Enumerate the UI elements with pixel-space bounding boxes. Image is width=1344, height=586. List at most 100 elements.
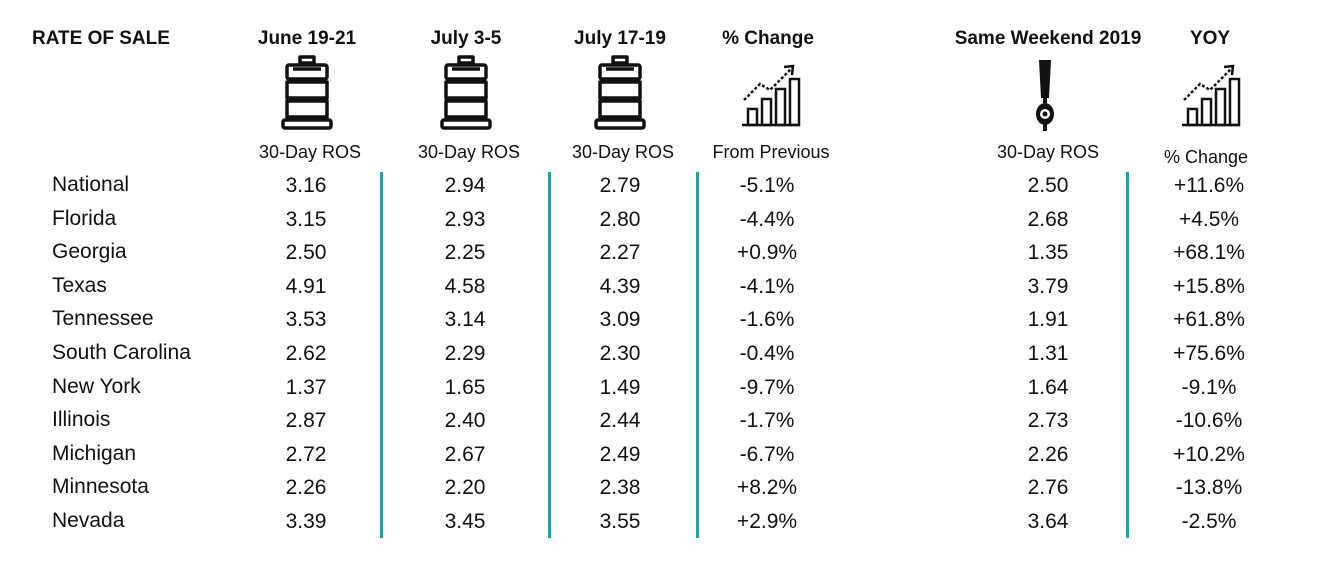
- table-cell: 2.62: [285, 342, 327, 365]
- table-cell: +11.6%: [1173, 174, 1245, 197]
- table-cell: +10.2%: [1173, 443, 1245, 466]
- row-label: New York: [52, 375, 141, 398]
- table-cell: -5.1%: [739, 174, 795, 197]
- row-label: National: [52, 173, 130, 196]
- table-cell: -9.7%: [739, 376, 795, 399]
- table-cell: 2.26: [285, 476, 327, 499]
- table-cell: 4.91: [285, 275, 327, 298]
- header-percent-change: % Change: [722, 28, 814, 49]
- table-cell: 3.55: [599, 510, 641, 533]
- table-cell: -2.5%: [1181, 510, 1237, 533]
- table-cell: 2.94: [444, 174, 486, 197]
- subheader-same-weekend-ros: 30-Day ROS: [996, 142, 1100, 162]
- column-divider: [696, 172, 699, 538]
- table-cell: 4.58: [444, 275, 486, 298]
- table-cell: -1.6%: [739, 308, 795, 331]
- table-cell: 3.14: [444, 308, 486, 331]
- table-cell: 3.15: [285, 208, 327, 231]
- table-cell: -13.8%: [1175, 476, 1243, 499]
- table-cell: 1.65: [444, 376, 486, 399]
- header-june-19-21: June 19-21: [257, 28, 357, 49]
- column-divider: [1126, 172, 1129, 538]
- header-july-17-19: July 17-19: [574, 28, 666, 49]
- table-cell: 2.27: [599, 241, 641, 264]
- table-cell: -9.1%: [1181, 376, 1237, 399]
- column-divider: [548, 172, 551, 538]
- table-cell: 2.30: [599, 342, 641, 365]
- row-label: Tennessee: [52, 307, 154, 330]
- table-cell: -4.1%: [739, 275, 795, 298]
- table-cell: 2.40: [444, 409, 486, 432]
- table-cell: 3.39: [285, 510, 327, 533]
- table-cell: 2.76: [1027, 476, 1069, 499]
- row-label: Florida: [52, 207, 117, 230]
- beer-tap-icon: [1036, 60, 1054, 131]
- table-cell: 2.38: [599, 476, 641, 499]
- subheader-june-19-21: 30-Day ROS: [258, 142, 362, 162]
- header-july-3-5: July 3-5: [430, 28, 502, 49]
- table-cell: 2.44: [599, 409, 641, 432]
- table-cell: 2.73: [1027, 409, 1069, 432]
- subheader-from-previous: From Previous: [712, 142, 830, 162]
- table-cell: 4.39: [599, 275, 641, 298]
- keg-icon: [281, 55, 333, 130]
- table-cell: 2.93: [444, 208, 486, 231]
- table-cell: 1.91: [1027, 308, 1069, 331]
- table-cell: 2.20: [444, 476, 486, 499]
- column-divider: [380, 172, 383, 538]
- table-cell: 2.79: [599, 174, 641, 197]
- table-cell: 2.67: [444, 443, 486, 466]
- row-label: Nevada: [52, 509, 125, 532]
- table-cell: +0.9%: [736, 241, 798, 264]
- keg-icon: [594, 55, 646, 130]
- subheader-july-3-5: 30-Day ROS: [417, 142, 521, 162]
- table-cell: -6.7%: [739, 443, 795, 466]
- growth-chart-icon: [1182, 64, 1241, 127]
- row-label: Minnesota: [52, 475, 149, 498]
- table-cell: 3.64: [1027, 510, 1069, 533]
- subheader-yoy-percent-change: % Change: [1163, 147, 1249, 167]
- row-label: Michigan: [52, 442, 137, 465]
- table-cell: +68.1%: [1173, 241, 1245, 264]
- header-yoy: YOY: [1189, 28, 1231, 49]
- table-cell: -10.6%: [1175, 409, 1243, 432]
- header-same-weekend-2019: Same Weekend 2019: [954, 28, 1142, 49]
- row-label: Texas: [52, 274, 107, 297]
- table-cell: +4.5%: [1178, 208, 1240, 231]
- table-cell: 3.09: [599, 308, 641, 331]
- table-cell: +2.9%: [736, 510, 798, 533]
- table-cell: 2.29: [444, 342, 486, 365]
- table-cell: 1.37: [285, 376, 327, 399]
- row-label: Illinois: [52, 408, 111, 431]
- table-cell: +8.2%: [736, 476, 798, 499]
- table-cell: +15.8%: [1173, 275, 1245, 298]
- table-cell: 3.79: [1027, 275, 1069, 298]
- table-cell: 1.31: [1027, 342, 1069, 365]
- table-cell: 2.50: [285, 241, 327, 264]
- table-cell: 1.64: [1027, 376, 1069, 399]
- table-cell: 2.50: [1027, 174, 1069, 197]
- table-cell: -0.4%: [739, 342, 795, 365]
- row-label: Georgia: [52, 240, 127, 263]
- table-cell: 3.45: [444, 510, 486, 533]
- table-cell: +61.8%: [1173, 308, 1245, 331]
- rate-of-sale-title: RATE OF SALE: [32, 28, 170, 49]
- table-cell: 3.53: [285, 308, 327, 331]
- table-cell: 2.49: [599, 443, 641, 466]
- table-cell: +75.6%: [1173, 342, 1245, 365]
- table-cell: 2.72: [285, 443, 327, 466]
- row-label: South Carolina: [52, 341, 191, 364]
- table-cell: 2.26: [1027, 443, 1069, 466]
- table-cell: 2.87: [285, 409, 327, 432]
- table-cell: 3.16: [285, 174, 327, 197]
- table-cell: 2.80: [599, 208, 641, 231]
- keg-icon: [440, 55, 492, 130]
- growth-chart-icon: [742, 64, 801, 127]
- table-cell: 2.68: [1027, 208, 1069, 231]
- table-cell: 2.25: [444, 241, 486, 264]
- subheader-july-17-19: 30-Day ROS: [571, 142, 675, 162]
- table-cell: 1.49: [599, 376, 641, 399]
- table-cell: 1.35: [1027, 241, 1069, 264]
- table-cell: -1.7%: [739, 409, 795, 432]
- table-cell: -4.4%: [739, 208, 795, 231]
